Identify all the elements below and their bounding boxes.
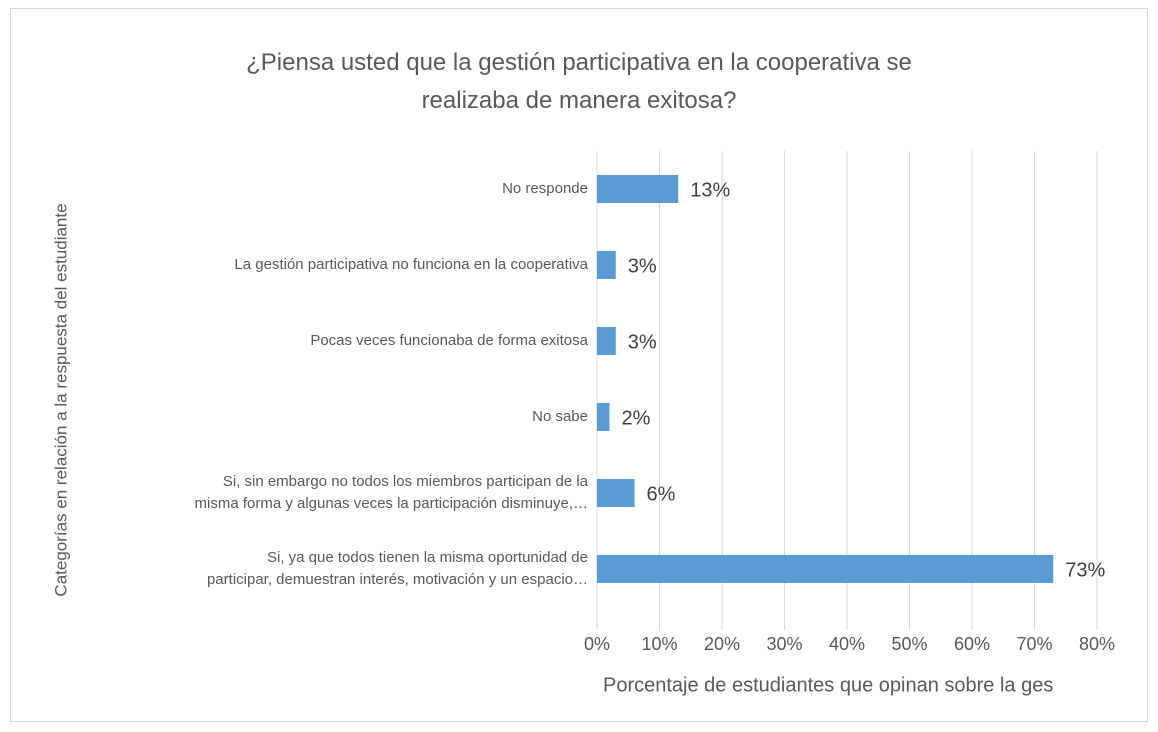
x-axis-title: Porcentaje de estudiantes que opinan sob… bbox=[603, 674, 1053, 696]
x-tick-label: 40% bbox=[829, 634, 865, 654]
x-tick-label: 80% bbox=[1079, 634, 1115, 654]
bar bbox=[597, 251, 616, 279]
bar bbox=[597, 479, 635, 507]
bar bbox=[597, 403, 610, 431]
y-tick-label: No responde bbox=[502, 180, 588, 197]
chart-title: ¿Piensa usted que la gestión participati… bbox=[246, 49, 912, 114]
y-tick-label: Si, sin embargo no todos los miembros pa… bbox=[194, 473, 589, 512]
x-tick-label: 50% bbox=[891, 634, 927, 654]
x-tick-label: 30% bbox=[766, 634, 802, 654]
data-label: 3% bbox=[628, 331, 657, 353]
data-label: 73% bbox=[1065, 559, 1105, 581]
y-tick-label: La gestión participativa no funciona en … bbox=[234, 256, 588, 273]
y-tick-label: Si, ya que todos tienen la misma oportun… bbox=[206, 549, 588, 588]
bar bbox=[597, 327, 616, 355]
bar bbox=[597, 555, 1054, 583]
y-tick-label: No sabe bbox=[532, 408, 588, 425]
data-label: 3% bbox=[628, 255, 657, 277]
data-label: 13% bbox=[690, 179, 730, 201]
chart-border bbox=[10, 8, 1148, 722]
y-axis-title: Categorías en relación a la respuesta de… bbox=[51, 203, 70, 596]
x-tick-label: 60% bbox=[954, 634, 990, 654]
x-tick-label: 0% bbox=[584, 634, 610, 654]
x-tick-label: 10% bbox=[641, 634, 677, 654]
bar bbox=[597, 175, 679, 203]
y-tick-label: Pocas veces funcionaba de forma exitosa bbox=[310, 332, 588, 349]
x-tick-label: 20% bbox=[704, 634, 740, 654]
data-label: 2% bbox=[622, 407, 651, 429]
data-label: 6% bbox=[647, 483, 676, 505]
x-tick-label: 70% bbox=[1016, 634, 1052, 654]
